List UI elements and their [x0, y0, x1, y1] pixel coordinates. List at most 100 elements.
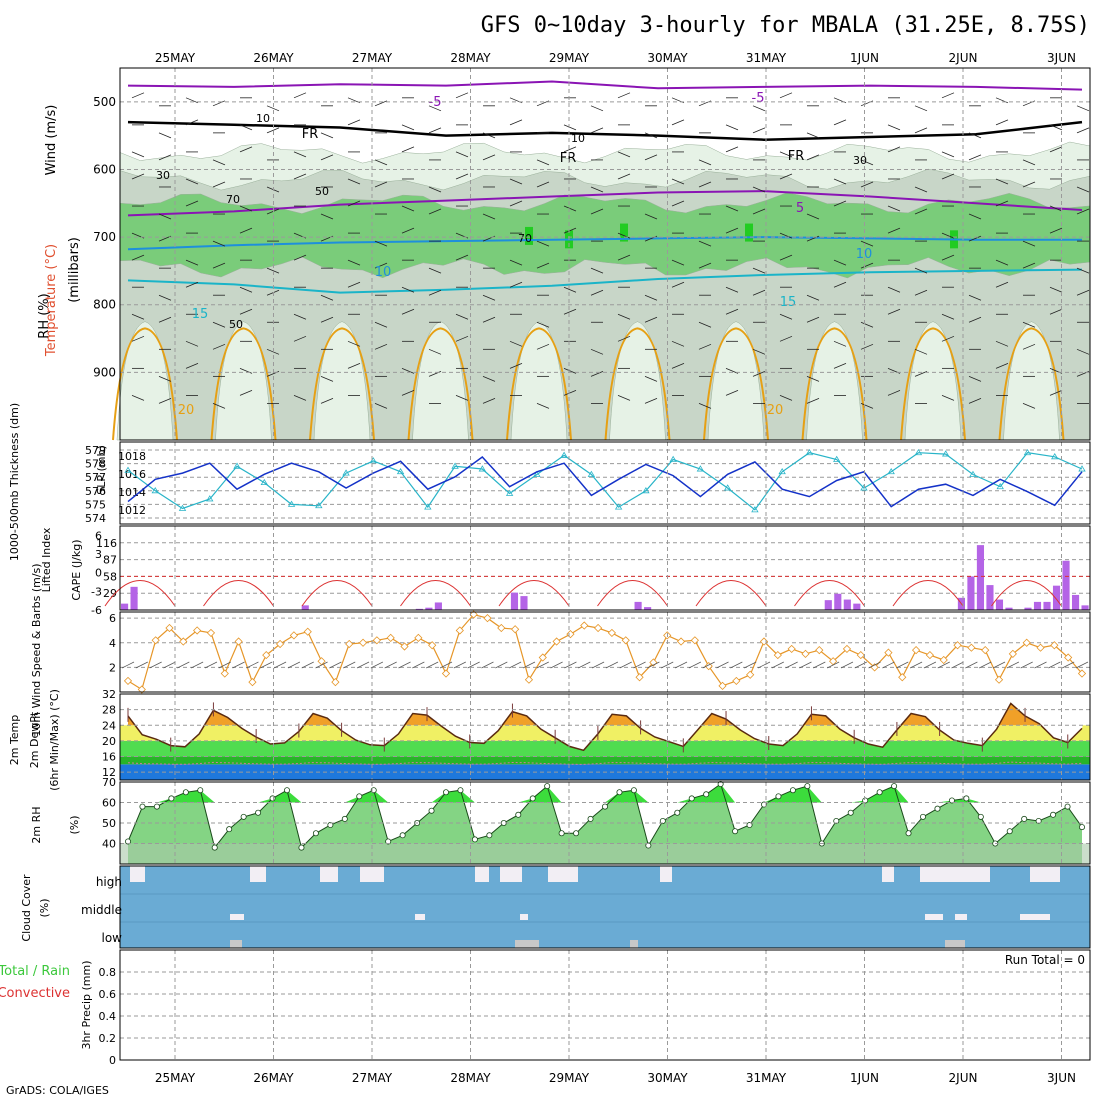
wind-barb-10m [965, 661, 978, 669]
wind-barb-10m [190, 661, 204, 669]
wind-marker [441, 669, 451, 678]
wind-barb [455, 151, 469, 158]
rh-lower-pocket [215, 321, 272, 441]
wind-marker [206, 628, 216, 638]
wind-barb [968, 132, 982, 139]
isotherm-20-loop [309, 327, 375, 441]
rh2m-marker [529, 795, 536, 802]
thickness-marker [424, 503, 432, 510]
wind-barb [1049, 124, 1063, 131]
wind-barb-10m [951, 661, 964, 669]
rh2m-marker [688, 795, 695, 802]
wind-barb [212, 343, 226, 350]
wind-barb [833, 281, 847, 288]
wind-barb-10m [744, 661, 757, 669]
thickness-tick-label: 576 [85, 485, 106, 498]
rh2m-marker [356, 793, 363, 800]
li-tick-label: -3 [91, 585, 102, 598]
rh2m-marker [457, 787, 464, 794]
wind-barb [131, 313, 145, 320]
cape-bar [824, 600, 832, 610]
rh2m-marker [761, 801, 768, 808]
wind-marker [151, 636, 160, 645]
rh2m-marker [891, 783, 898, 790]
cape-bar [434, 602, 442, 610]
wind-barb [320, 294, 334, 301]
wind-barb [536, 240, 550, 247]
wind-barb [131, 173, 145, 180]
wind-barb [428, 127, 442, 134]
wind-barb [779, 151, 793, 158]
wind-barb [752, 127, 766, 134]
wind-barb [158, 375, 172, 382]
wind-barb [914, 208, 928, 215]
wind-barb [806, 375, 820, 382]
wind-barb [536, 159, 550, 166]
wind-barb [617, 335, 631, 342]
wind-barb [401, 308, 415, 315]
wind-marker [566, 630, 575, 639]
cloud-high-gap [500, 866, 522, 882]
thickness-marker [396, 467, 405, 475]
li-arc [203, 580, 274, 607]
isotherm-20-loop [604, 327, 671, 441]
temp-contour-label: -5 [752, 91, 765, 106]
thickness-marker [233, 462, 241, 469]
wind-barb-10m [840, 661, 854, 669]
cloud-high-gap [475, 866, 489, 882]
wind-barb [833, 340, 847, 347]
rh-contour-label: 50 [229, 318, 243, 331]
cape-bar [853, 603, 861, 610]
wind-barb [482, 316, 496, 323]
cloud-mid-gap [520, 914, 528, 920]
cloud-mid-gap [415, 914, 425, 920]
wind-barb [644, 398, 658, 404]
wind-barb [941, 173, 955, 180]
thickness-marker [1023, 448, 1032, 456]
rh2m-tick-label: 50 [102, 817, 116, 830]
wind-marker [372, 636, 381, 645]
wind-barb [833, 178, 847, 185]
top-date-label: 2JUN [949, 51, 978, 65]
wind-barb [1022, 403, 1036, 409]
wind-barb [968, 398, 982, 404]
wind-barb-10m [605, 661, 619, 669]
temp-contour-label: 20 [178, 403, 195, 418]
rh2m-marker [1021, 815, 1028, 822]
wind-barb [293, 254, 307, 261]
precip-run-total: Run Total = 0 [1005, 953, 1085, 967]
wind-barb-10m [384, 661, 397, 669]
wind-marker [994, 675, 1004, 684]
wind-barb [293, 335, 307, 342]
thickness-marker [614, 503, 623, 510]
cloud-high-gap [660, 866, 672, 882]
wind-barb [590, 105, 604, 112]
wind-barb [131, 395, 145, 401]
wind-barb [347, 259, 361, 266]
wind-barb-10m [619, 661, 632, 669]
temp-tick-label: 24 [102, 719, 116, 732]
rh2m-marker [876, 789, 883, 796]
wind-marker [1036, 643, 1045, 652]
wind-barb [212, 159, 226, 166]
wind-barb [374, 159, 388, 166]
wind-barb [698, 403, 712, 409]
precip-tick-label: 0 [109, 1054, 116, 1067]
wind-barb [725, 146, 739, 153]
wind-barb [455, 92, 469, 99]
wind-barb-10m [882, 661, 895, 669]
li-arc [794, 580, 865, 607]
cape-bar [1052, 585, 1061, 610]
top-date-label: 30MAY [647, 51, 688, 65]
rh2m-marker [385, 838, 392, 845]
wind-barb [698, 321, 712, 328]
precip-legend-convective: Convective [0, 986, 70, 1001]
wind-barb [590, 289, 604, 296]
cloud-high-gap [882, 866, 894, 882]
wind-barb [1076, 289, 1090, 296]
wind-barb-10m [591, 661, 605, 669]
wind-barb [887, 146, 901, 153]
wind-barb [995, 259, 1009, 266]
wind10m-ylabel: 10m Wind Speed & Barbs (m/s) [30, 563, 43, 736]
wind-barb [563, 308, 577, 315]
